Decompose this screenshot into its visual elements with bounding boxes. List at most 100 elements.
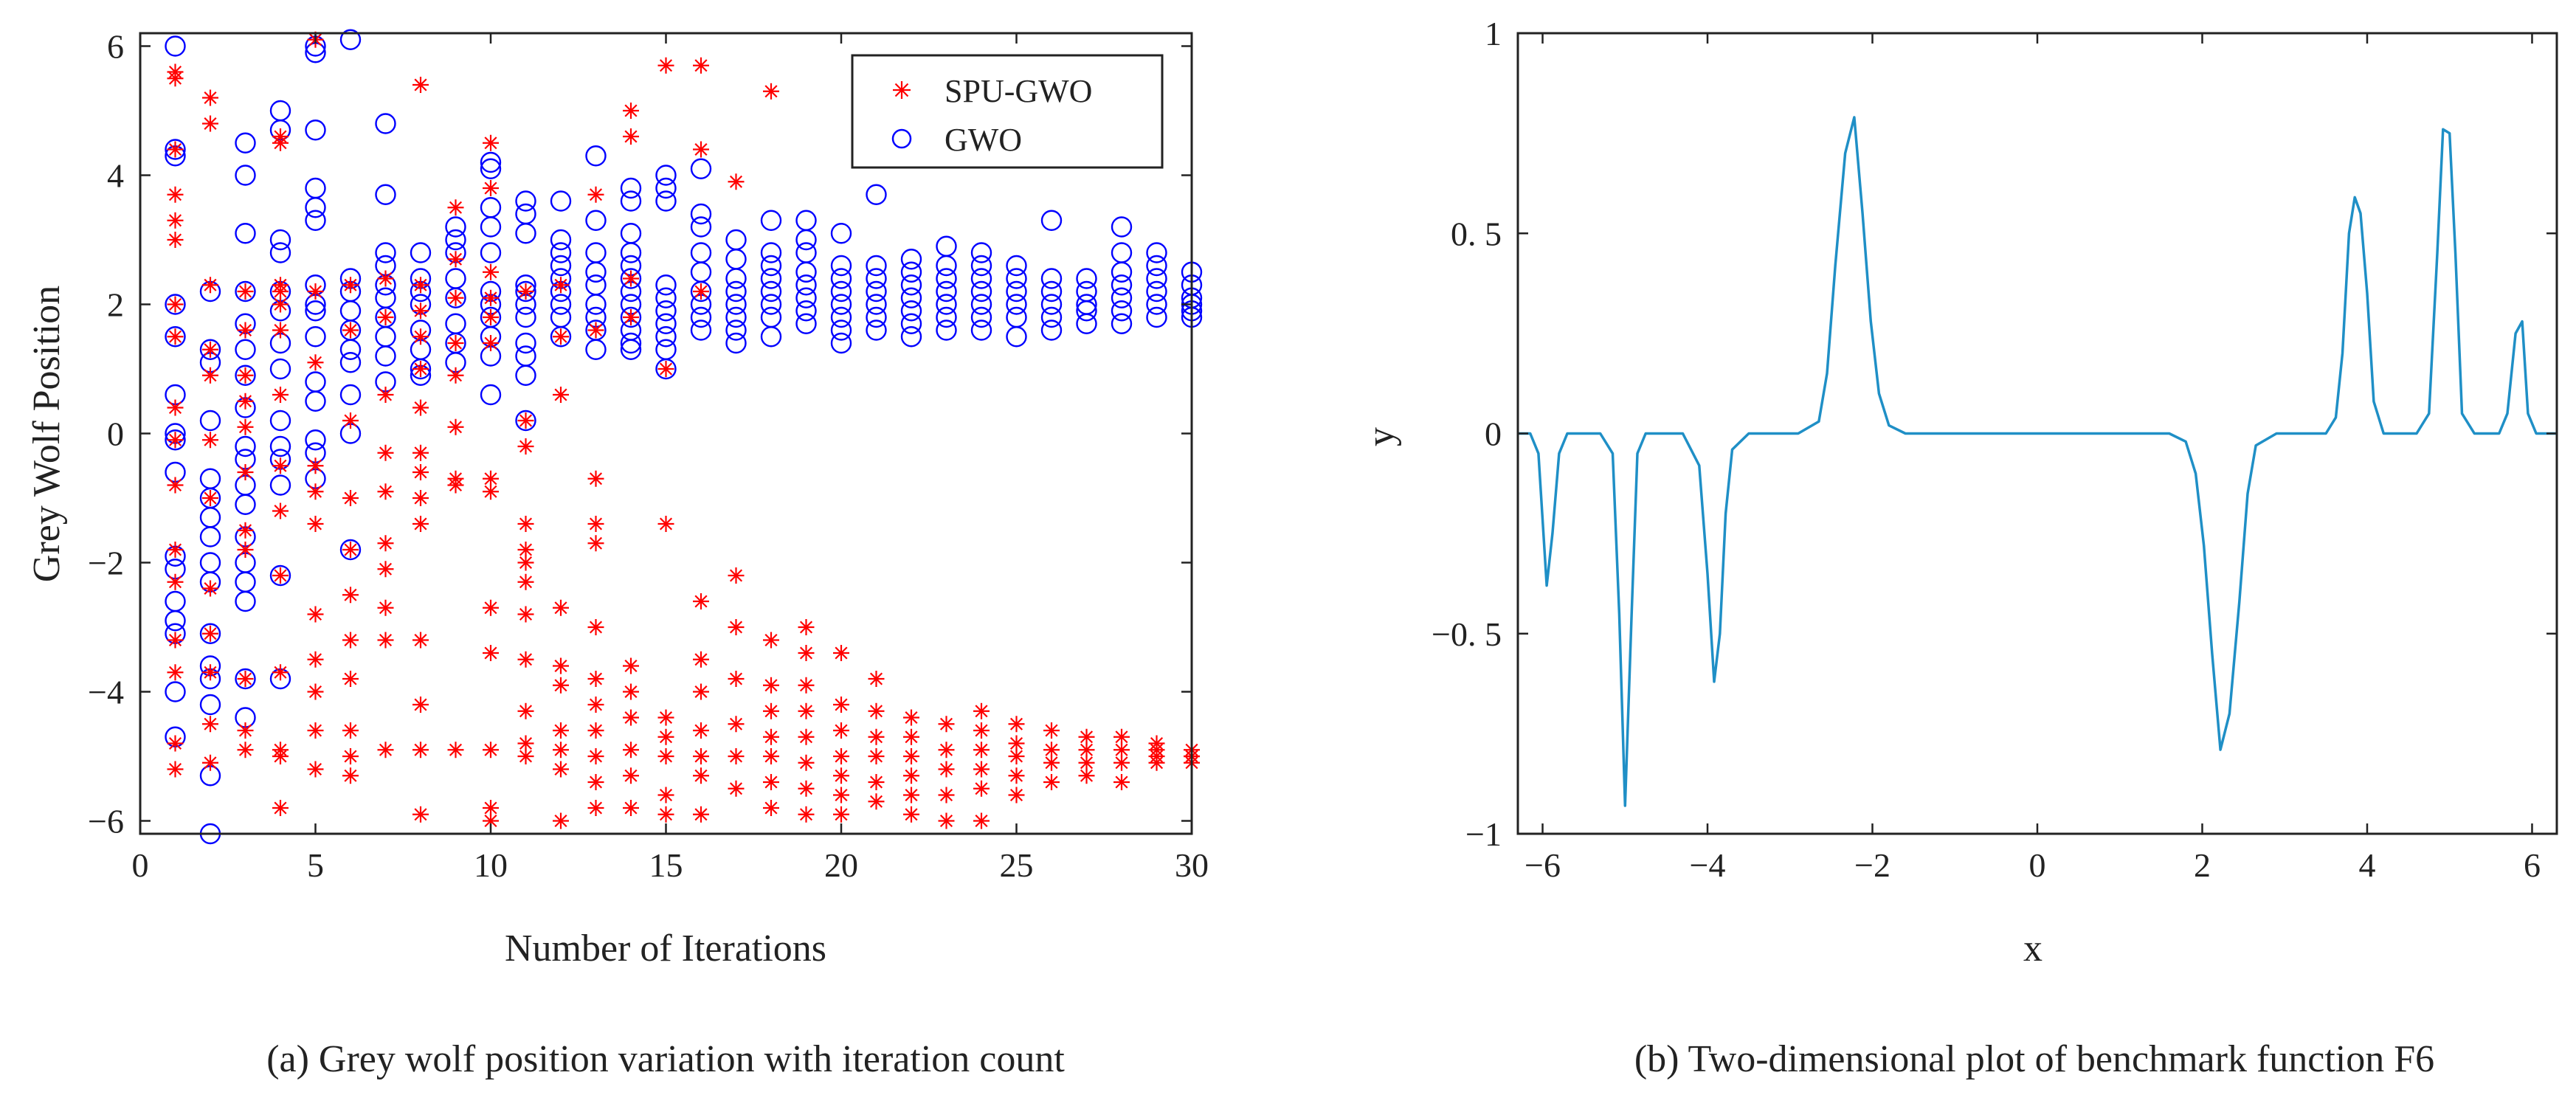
- spu-gwo-point: [447, 289, 464, 306]
- gwo-point: [1146, 306, 1167, 328]
- gwo-point: [339, 352, 362, 373]
- legend-asterisk: [893, 81, 911, 99]
- spu-gwo-point: [763, 774, 779, 790]
- y-tick-label: 1: [1485, 15, 1502, 52]
- spu-gwo-point: [167, 477, 184, 494]
- gwo-point: [830, 332, 852, 354]
- y-tick-label: 6: [107, 28, 124, 66]
- gwo-point: [690, 306, 712, 328]
- gwo-point: [1146, 242, 1167, 263]
- gwo-point: [550, 255, 572, 277]
- gwo-point: [375, 113, 396, 134]
- spu-gwo-point: [202, 716, 218, 733]
- gwo-point: [375, 345, 396, 367]
- spu-gwo-point: [237, 542, 254, 558]
- gwo-point: [550, 229, 572, 251]
- spu-gwo-point: [202, 341, 218, 358]
- spu-gwo-point: [657, 516, 674, 532]
- spu-gwo-point: [693, 683, 709, 700]
- spu-gwo-point: [973, 722, 990, 739]
- gwo-point: [690, 319, 712, 341]
- spu-gwo-point: [272, 322, 289, 339]
- spu-gwo-point: [693, 57, 709, 74]
- spu-gwo-point: [307, 457, 324, 474]
- y-tick-label: −4: [88, 674, 124, 711]
- gwo-point: [690, 203, 712, 225]
- spu-gwo-point: [167, 141, 184, 158]
- spu-gwo-point: [728, 780, 745, 797]
- spu-gwo-point: [517, 702, 534, 719]
- gwo-point: [655, 190, 677, 212]
- spu-gwo-point: [1008, 716, 1025, 733]
- gwo-point: [445, 216, 466, 238]
- spu-gwo-point: [167, 761, 184, 778]
- spu-gwo-point: [763, 632, 779, 649]
- gwo-point: [339, 539, 362, 561]
- gwo-point: [970, 268, 992, 289]
- spu-gwo-point: [763, 748, 779, 764]
- spu-gwo-point: [587, 470, 604, 487]
- spu-gwo-point: [833, 787, 849, 804]
- gwo-point: [235, 590, 256, 612]
- spu-gwo-point: [553, 812, 569, 829]
- spu-gwo-point: [763, 677, 779, 694]
- spu-gwo-point: [517, 516, 534, 532]
- spu-gwo-point: [202, 754, 218, 771]
- spu-gwo-point: [728, 619, 745, 635]
- spu-gwo-point: [412, 742, 429, 759]
- spu-gwo-point: [307, 283, 324, 300]
- spu-gwo-point: [237, 742, 254, 759]
- spu-gwo-point: [237, 722, 254, 739]
- spu-gwo-point: [623, 270, 639, 287]
- spu-gwo-point: [1113, 742, 1130, 759]
- spu-gwo-point: [342, 542, 359, 558]
- spu-gwo-point: [657, 748, 674, 764]
- legend-marker-spu-gwo: [893, 81, 911, 99]
- spu-gwo-point: [623, 103, 639, 119]
- gwo-point: [900, 261, 922, 283]
- scatter-legend: SPU-GWO GWO: [851, 54, 1164, 169]
- gwo-point: [445, 229, 466, 251]
- f6-curve-line: [1518, 116, 2557, 807]
- spu-gwo-point: [412, 277, 429, 294]
- spu-gwo-point: [553, 761, 569, 778]
- gwo-point: [305, 390, 326, 412]
- spu-gwo-point: [167, 432, 184, 449]
- spu-gwo-point: [342, 277, 359, 294]
- spu-gwo-point: [1008, 735, 1025, 752]
- gwo-point: [199, 623, 221, 644]
- y-tick-label: −0. 5: [1432, 615, 1502, 653]
- spu-gwo-point: [1008, 767, 1025, 784]
- spu-gwo-point: [1008, 748, 1025, 764]
- spu-gwo-point: [202, 89, 218, 106]
- spu-gwo-point: [377, 742, 394, 759]
- gwo-point: [480, 151, 502, 173]
- gwo-point: [900, 287, 922, 308]
- spu-gwo-point: [798, 780, 815, 797]
- spu-gwo-point: [272, 567, 289, 584]
- spu-gwo-point: [728, 173, 745, 190]
- gwo-point: [936, 294, 957, 315]
- spu-gwo-point: [798, 728, 815, 745]
- gwo-point: [1076, 268, 1097, 289]
- spu-gwo-point: [623, 709, 639, 726]
- spu-gwo-point: [587, 722, 604, 739]
- spu-gwo-point: [973, 812, 990, 829]
- gwo-point: [165, 35, 186, 57]
- spu-gwo-point: [272, 664, 289, 681]
- gwo-point: [725, 306, 747, 328]
- gwo-point: [515, 410, 536, 432]
- spu-gwo-point: [202, 490, 218, 506]
- spu-gwo-point: [307, 761, 324, 778]
- spu-gwo-point: [973, 761, 990, 778]
- gwo-point: [620, 242, 642, 263]
- spu-gwo-point: [483, 645, 499, 661]
- gwo-point: [760, 210, 782, 231]
- spu-gwo-point: [938, 742, 955, 759]
- gwo-point: [1040, 280, 1063, 303]
- gwo-point: [339, 339, 362, 360]
- y-tick-label: −6: [88, 803, 124, 840]
- spu-gwo-point: [377, 535, 394, 552]
- spu-gwo-point: [237, 522, 254, 539]
